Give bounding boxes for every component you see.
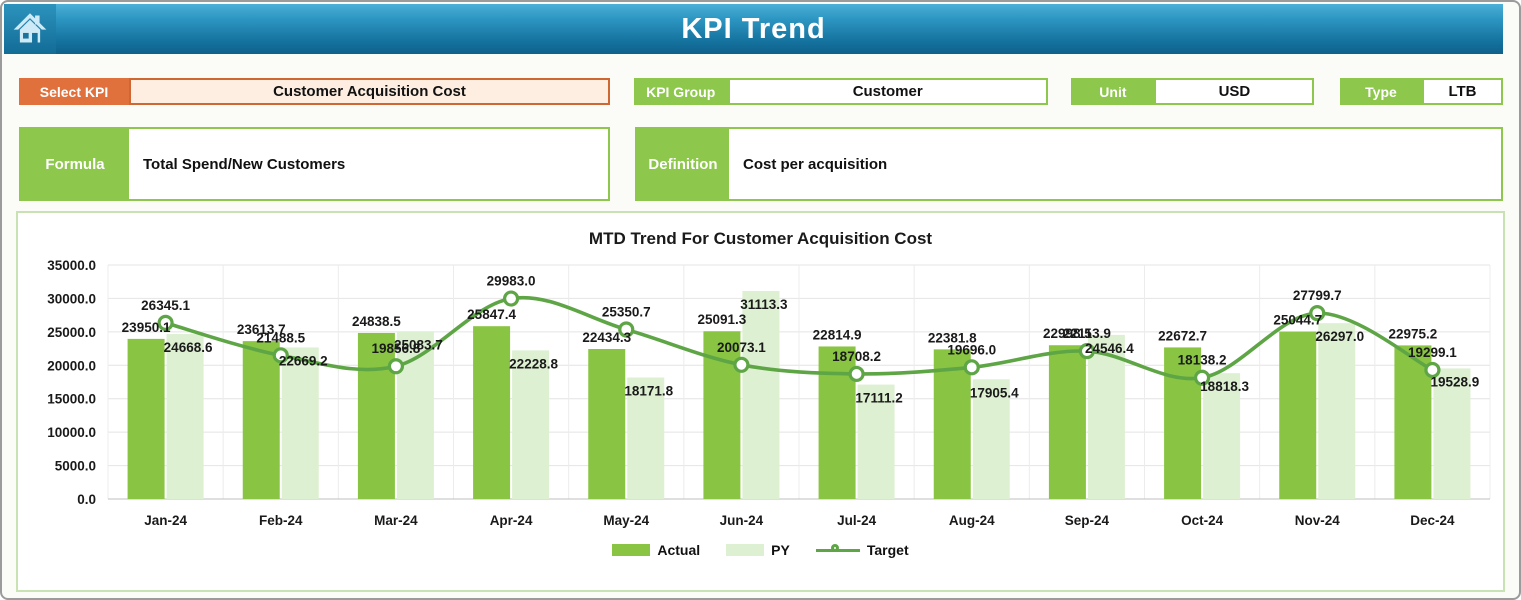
svg-text:Aug-24: Aug-24 [949,513,995,528]
svg-text:30000.0: 30000.0 [47,291,96,306]
home-button[interactable] [4,4,56,54]
legend-swatch-icon [612,544,651,556]
svg-text:25083.7: 25083.7 [394,337,443,352]
definition-box: Definition Cost per acquisition [635,127,1503,201]
svg-text:35000.0: 35000.0 [47,258,96,273]
svg-text:May-24: May-24 [603,513,649,528]
select-kpi-label: Select KPI [19,78,129,105]
legend-line-marker-icon [815,543,860,557]
filter-row: Select KPI Customer Acquisition Cost KPI… [19,78,1503,105]
svg-text:Oct-24: Oct-24 [1181,513,1224,528]
svg-text:18708.2: 18708.2 [832,349,881,364]
svg-text:Sep-24: Sep-24 [1065,513,1110,528]
legend-label: Actual [657,542,701,558]
svg-text:21488.5: 21488.5 [256,330,305,345]
svg-text:24838.5: 24838.5 [352,314,401,329]
chart-panel: MTD Trend For Customer Acquisition Cost … [16,211,1505,592]
svg-text:22814.9: 22814.9 [813,327,862,342]
select-kpi-dropdown[interactable]: Customer Acquisition Cost [129,78,610,105]
svg-text:25000.0: 25000.0 [47,325,96,340]
svg-text:5000.0: 5000.0 [55,459,96,474]
formula-box: Formula Total Spend/New Customers [19,127,610,201]
svg-text:25350.7: 25350.7 [602,305,651,320]
chart-legend: Actual PY Target [30,537,1491,563]
svg-text:24668.6: 24668.6 [164,340,213,355]
legend-label: Target [866,542,909,558]
svg-text:26345.1: 26345.1 [141,298,190,313]
legend-item-py: PY [726,542,790,558]
svg-text:Jun-24: Jun-24 [720,513,764,528]
svg-text:25044.7: 25044.7 [1273,313,1322,328]
definition-label: Definition [637,129,729,199]
svg-text:22228.8: 22228.8 [509,356,558,371]
svg-text:18138.2: 18138.2 [1178,353,1227,368]
kpi-group-label: KPI Group [633,78,728,105]
legend-label: PY [771,542,790,558]
svg-text:20073.1: 20073.1 [717,340,766,355]
svg-text:24546.4: 24546.4 [1085,341,1134,356]
svg-text:17111.2: 17111.2 [855,391,902,406]
legend-item-actual: Actual [612,542,700,558]
svg-text:23613.7: 23613.7 [237,322,286,337]
definition-value: Cost per acquisition [743,155,888,173]
svg-text:Mar-24: Mar-24 [374,513,418,528]
svg-text:18818.3: 18818.3 [1200,379,1249,394]
svg-text:22113.9: 22113.9 [1063,326,1111,341]
svg-text:26297.0: 26297.0 [1315,329,1364,344]
svg-text:15000.0: 15000.0 [47,392,96,407]
formula-label: Formula [21,129,129,199]
legend-item-target: Target [815,542,909,558]
svg-text:Dec-24: Dec-24 [1410,513,1455,528]
svg-text:17905.4: 17905.4 [970,385,1019,400]
svg-text:29983.0: 29983.0 [487,274,536,289]
home-icon [13,13,47,43]
unit-value[interactable]: USD [1154,78,1315,105]
svg-text:Nov-24: Nov-24 [1295,513,1341,528]
spacer [610,78,634,105]
svg-text:25091.3: 25091.3 [698,312,747,327]
svg-text:18171.8: 18171.8 [624,384,673,399]
svg-text:Jul-24: Jul-24 [837,513,877,528]
svg-text:31113.3: 31113.3 [740,297,788,312]
type-value[interactable]: LTB [1422,78,1503,105]
header-bar: KPI Trend [4,4,1503,54]
svg-text:Feb-24: Feb-24 [259,513,303,528]
unit-label: Unit [1071,78,1155,105]
spacer [1314,78,1340,105]
svg-text:27799.7: 27799.7 [1293,288,1342,303]
kpi-group-value[interactable]: Customer [727,78,1048,105]
svg-text:22998.5: 22998.5 [1043,326,1092,341]
legend-swatch-icon [726,544,765,556]
svg-text:Jan-24: Jan-24 [144,513,187,528]
svg-text:19856.8: 19856.8 [372,341,421,356]
svg-text:19299.1: 19299.1 [1408,345,1457,360]
svg-text:19528.9: 19528.9 [1431,374,1480,389]
formula-value: Total Spend/New Customers [143,155,346,173]
svg-text:22434.3: 22434.3 [582,330,631,345]
chart-title: MTD Trend For Customer Acquisition Cost [588,229,933,248]
svg-text:22672.7: 22672.7 [1158,328,1207,343]
svg-text:0.0: 0.0 [77,492,96,507]
svg-text:22381.8: 22381.8 [928,330,977,345]
type-label: Type [1340,78,1422,105]
spacer [1048,78,1072,105]
svg-text:19696.0: 19696.0 [947,342,996,357]
svg-text:22975.2: 22975.2 [1389,326,1438,341]
svg-text:22669.2: 22669.2 [279,353,328,368]
spacer [610,127,635,201]
svg-text:10000.0: 10000.0 [47,425,96,440]
trend-chart: 0.0 5000.0 10000.0 15000.0 20000.0 25000.0 300… [47,258,1491,528]
svg-text:Apr-24: Apr-24 [490,513,533,528]
svg-text:20000.0: 20000.0 [47,358,96,373]
svg-text:23950.1: 23950.1 [122,320,171,335]
description-row: Formula Total Spend/New Customers Defini… [19,127,1503,201]
svg-text:25847.4: 25847.4 [467,307,516,322]
page-title: KPI Trend [681,12,826,45]
